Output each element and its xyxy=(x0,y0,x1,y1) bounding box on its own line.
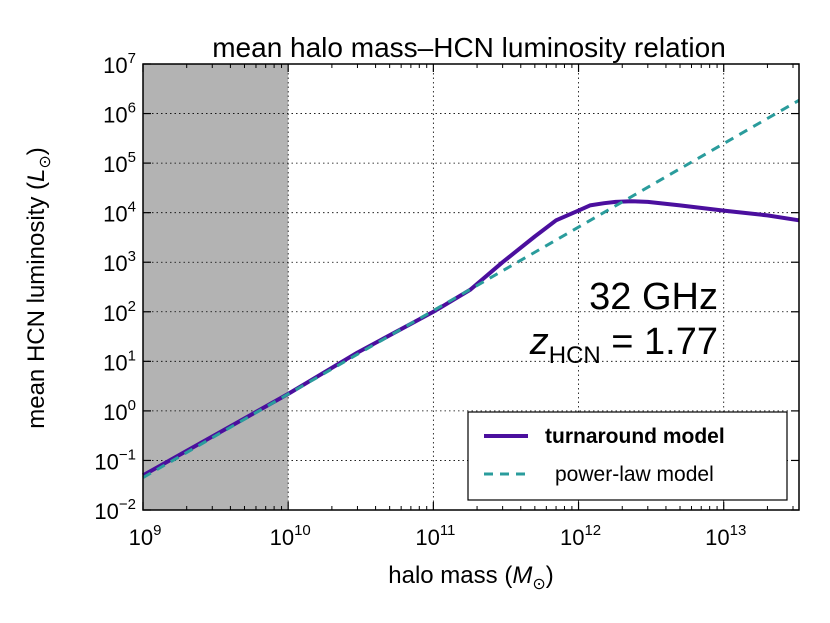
legend-label-power-law: power-law model xyxy=(555,463,714,486)
x-tick-label: 1010 xyxy=(270,522,311,550)
frequency-annotation: 32 GHz xyxy=(589,276,718,318)
y-tick-label: 102 xyxy=(103,298,136,326)
grid xyxy=(143,64,799,510)
x-tick-label: 109 xyxy=(129,522,162,550)
y-tick-labels: 10−2 10−1 100 101 102 103 104 105 106 107 xyxy=(94,50,136,524)
x-tick-label: 1012 xyxy=(560,522,601,550)
legend-box xyxy=(467,411,788,501)
y-tick-label: 106 xyxy=(103,100,136,128)
chart-title: mean halo mass–HCN luminosity relation xyxy=(212,32,726,63)
x-tick-label: 1013 xyxy=(705,522,746,550)
legend-label-turnaround: turnaround model xyxy=(545,425,725,448)
y-tick-label: 103 xyxy=(103,248,136,276)
legend: turnaround model power-law model xyxy=(467,411,788,501)
x-tick-label: 1011 xyxy=(415,522,455,550)
ticks xyxy=(142,63,799,511)
series-power-law-line xyxy=(142,98,800,479)
shaded-region xyxy=(143,64,289,510)
y-tick-label: 105 xyxy=(103,149,136,177)
y-tick-label: 101 xyxy=(103,347,136,375)
x-tick-labels: 109 1010 1011 1012 1013 xyxy=(129,522,747,550)
y-tick-label: 10−1 xyxy=(94,446,136,474)
series-layer xyxy=(142,98,800,479)
redshift-annotation: zHCN = 1.77 xyxy=(529,321,718,369)
y-tick-label: 100 xyxy=(103,397,136,425)
y-tick-label: 10−2 xyxy=(94,496,136,524)
plot-frame xyxy=(142,63,800,511)
y-tick-label: 104 xyxy=(103,199,136,227)
y-axis-title: mean HCN luminosity (L⊙) xyxy=(23,147,54,429)
y-tick-label: 107 xyxy=(103,50,136,78)
x-axis-title: halo mass (M⊙) xyxy=(388,562,553,593)
